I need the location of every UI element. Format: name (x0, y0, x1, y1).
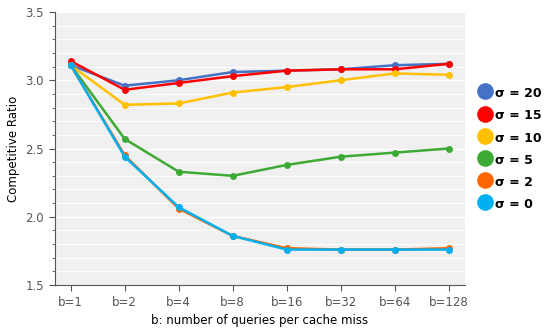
σ = 0 (445, 247, 452, 252)
σ = 20 (229, 70, 236, 74)
σ = 2 (121, 153, 128, 157)
Line: σ = 2: σ = 2 (67, 62, 452, 253)
σ = 20 (337, 67, 344, 71)
σ = 5 (445, 147, 452, 151)
σ = 10 (284, 85, 290, 89)
σ = 15 (121, 88, 128, 92)
σ = 2 (68, 63, 74, 67)
σ = 0 (229, 234, 236, 238)
σ = 20 (391, 63, 398, 67)
Line: σ = 10: σ = 10 (67, 62, 452, 108)
σ = 5 (391, 151, 398, 155)
σ = 0 (284, 247, 290, 252)
σ = 2 (445, 246, 452, 250)
σ = 10 (445, 73, 452, 77)
σ = 10 (121, 103, 128, 107)
σ = 15 (337, 67, 344, 71)
Legend: σ = 20, σ = 15, σ = 10, σ = 5, σ = 2, σ = 0: σ = 20, σ = 15, σ = 10, σ = 5, σ = 2, σ … (475, 80, 547, 216)
Line: σ = 20: σ = 20 (67, 60, 452, 89)
σ = 15 (391, 67, 398, 71)
σ = 0 (337, 247, 344, 252)
σ = 20 (445, 62, 452, 66)
σ = 0 (68, 63, 74, 67)
σ = 5 (176, 170, 182, 174)
σ = 15 (229, 74, 236, 78)
σ = 10 (391, 71, 398, 75)
σ = 15 (445, 62, 452, 66)
σ = 10 (68, 63, 74, 67)
σ = 5 (284, 163, 290, 167)
σ = 2 (391, 247, 398, 252)
σ = 15 (284, 69, 290, 73)
σ = 0 (176, 205, 182, 209)
σ = 5 (229, 174, 236, 178)
Y-axis label: Competitive Ratio: Competitive Ratio (7, 96, 20, 202)
Line: σ = 0: σ = 0 (67, 62, 452, 253)
σ = 10 (176, 102, 182, 106)
σ = 5 (337, 155, 344, 159)
Line: σ = 15: σ = 15 (67, 58, 452, 93)
σ = 5 (68, 63, 74, 67)
σ = 20 (68, 63, 74, 67)
X-axis label: b: number of queries per cache miss: b: number of queries per cache miss (151, 314, 368, 327)
σ = 2 (229, 234, 236, 238)
σ = 10 (337, 78, 344, 82)
σ = 2 (176, 207, 182, 211)
σ = 2 (284, 246, 290, 250)
σ = 20 (121, 84, 128, 88)
σ = 15 (176, 81, 182, 85)
σ = 0 (391, 247, 398, 252)
σ = 2 (337, 247, 344, 252)
Line: σ = 5: σ = 5 (67, 62, 452, 179)
σ = 5 (121, 137, 128, 141)
σ = 15 (68, 59, 74, 63)
σ = 0 (121, 155, 128, 159)
σ = 20 (176, 78, 182, 82)
σ = 10 (229, 91, 236, 95)
σ = 20 (284, 69, 290, 73)
